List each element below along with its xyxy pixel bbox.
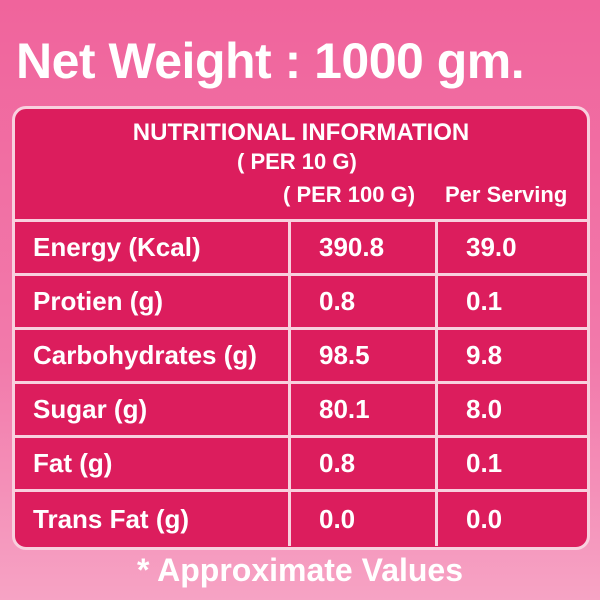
nutrient-value: 0.0 — [288, 492, 435, 546]
column-header: ( PER 100 G) — [283, 182, 416, 207]
column-header: Per Serving — [445, 182, 568, 207]
nutrient-value: 0.8 — [288, 438, 435, 492]
net-weight: Net Weight : 1000 gm. — [16, 33, 525, 89]
nutrient-value: 98.5 — [288, 330, 435, 384]
nutrient-name: Carbohydrates (g) — [15, 330, 288, 384]
nutrient-name: Protien (g) — [15, 276, 288, 330]
nutrient-value: 39.0 — [435, 222, 587, 276]
subtitle: ( PER 10 G) — [237, 149, 357, 174]
nutrient-name: Fat (g) — [15, 438, 288, 492]
nutrient-name: Trans Fat (g) — [33, 503, 190, 534]
nutrient-value: 0.1 — [435, 276, 587, 330]
nutrient-value: 80.1 — [288, 384, 435, 438]
nutrient-name: Sugar (g) — [15, 384, 288, 438]
nutrient-value: 390.8 — [288, 222, 435, 276]
nutrient-value: 0.0 — [435, 492, 587, 546]
nutrient-value: 8.0 — [435, 384, 587, 438]
nutrition-panel: NUTRITIONAL INFORMATION ( PER 10 G) ( PE… — [12, 106, 590, 550]
nutrient-name: Energy (Kcal) — [15, 222, 288, 276]
nutrient-value: 0.8 — [288, 276, 435, 330]
nutrient-value: 0.1 — [435, 438, 587, 492]
nutrition-title: NUTRITIONAL INFORMATION — [132, 119, 470, 146]
footnote: * Approximate Values — [136, 552, 464, 588]
nutrient-value: 9.8 — [435, 330, 587, 384]
nutrition-table: Energy (Kcal) 390.8 39.0 Protien (g) 0.8 0.1 C… — [15, 219, 587, 547]
